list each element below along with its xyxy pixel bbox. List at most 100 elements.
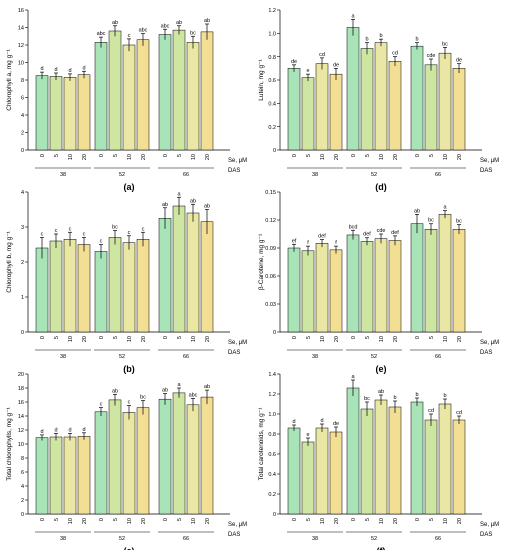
significance-letter: abc: [189, 393, 198, 399]
y-tick-label: 12: [18, 428, 24, 434]
significance-letter: f: [335, 240, 337, 246]
y-tick-label: 16: [18, 8, 24, 14]
y-tick-label: 0.09: [265, 246, 276, 252]
bar: [94, 42, 108, 151]
bar: [122, 412, 136, 515]
se-level-label: 20: [393, 154, 399, 160]
bar: [158, 218, 172, 333]
significance-letter: def: [318, 234, 326, 240]
significance-letter: a: [443, 205, 447, 211]
significance-letter: bc: [140, 395, 146, 401]
se-level-label: 20: [457, 154, 463, 160]
bar: [63, 436, 77, 515]
significance-letter: d: [54, 67, 57, 73]
significance-letter: ab: [190, 198, 196, 204]
bar: [122, 44, 136, 151]
significance-letter: a: [177, 382, 181, 388]
se-level-label: 0: [415, 518, 421, 521]
significance-letter: d: [320, 418, 323, 424]
bar: [301, 441, 315, 515]
y-tick-label: 8: [21, 78, 24, 84]
significance-letter: abc: [97, 31, 106, 37]
bar: [410, 223, 424, 333]
significance-letter: c: [69, 226, 72, 232]
se-level-label: 10: [68, 154, 74, 160]
bar: [374, 238, 388, 333]
panel-label: (e): [376, 364, 387, 374]
se-level-label: 0: [40, 336, 46, 339]
se-level-label: 20: [141, 154, 147, 160]
bar: [172, 205, 186, 333]
se-level-label: 10: [320, 518, 326, 524]
bar: [287, 427, 301, 515]
bar: [424, 229, 438, 333]
y-tick-label: 0.2: [268, 492, 276, 498]
das-group-label: 66: [435, 536, 441, 542]
y-tick-label: 10: [18, 61, 24, 67]
se-level-label: 5: [306, 518, 312, 521]
y-tick-label: 2: [21, 498, 24, 504]
se-level-label: 5: [429, 518, 435, 521]
significance-letter: b: [443, 393, 446, 399]
se-level-label: 0: [99, 336, 105, 339]
se-level-label: 20: [141, 518, 147, 524]
significance-letter: b: [365, 37, 368, 43]
se-level-label: 5: [429, 154, 435, 157]
se-level-label: 10: [68, 518, 74, 524]
significance-letter: c: [55, 228, 58, 234]
se-level-label: 10: [127, 154, 133, 160]
significance-letter: cd: [456, 410, 462, 416]
y-tick-label: 0: [273, 512, 276, 518]
bar: [287, 68, 301, 151]
y-tick-label: 1: [21, 295, 24, 301]
significance-letter: c: [41, 232, 44, 238]
significance-letter: d: [82, 427, 85, 433]
se-level-label: 0: [415, 336, 421, 339]
se-level-label: 20: [334, 518, 340, 524]
significance-letter: cd: [428, 408, 434, 414]
se-level-label: 5: [54, 154, 60, 157]
y-tick-label: 16: [18, 400, 24, 406]
significance-letter: c: [83, 232, 86, 238]
y-axis-title: β-Carotene, mg g⁻¹: [258, 233, 265, 290]
se-level-label: 10: [379, 336, 385, 342]
significance-letter: ab: [204, 18, 210, 24]
se-level-label: 5: [113, 518, 119, 521]
das-axis-label: DAS: [228, 168, 240, 174]
significance-letter: ab: [112, 20, 118, 26]
das-group-label: 66: [183, 354, 189, 360]
significance-letter: c: [100, 239, 103, 245]
panel-label: (d): [375, 182, 387, 192]
se-level-label: 5: [54, 518, 60, 521]
y-axis-title: Chlorophyll a, mg g⁻¹: [6, 48, 13, 110]
se-level-label: 0: [99, 518, 105, 521]
bar: [329, 431, 343, 515]
se-level-label: 20: [205, 154, 211, 160]
y-tick-label: 10: [18, 442, 24, 448]
se-level-label: 10: [379, 518, 385, 524]
y-tick-label: 12: [18, 43, 24, 49]
se-level-label: 5: [54, 336, 60, 339]
se-level-label: 20: [82, 518, 88, 524]
significance-letter: de: [333, 62, 339, 68]
se-level-label: 5: [113, 154, 119, 157]
bar: [200, 221, 214, 333]
das-group-label: 38: [60, 172, 66, 178]
panel-label: (c): [124, 546, 135, 550]
significance-letter: de: [291, 59, 297, 65]
y-tick-label: 18: [18, 386, 24, 392]
y-tick-label: 20: [18, 372, 24, 378]
significance-letter: e: [306, 432, 309, 438]
se-level-label: 0: [163, 154, 169, 157]
y-tick-label: 1.2: [268, 8, 276, 14]
significance-letter: bc: [428, 218, 434, 224]
chart-panel: 0 0.2 0.4 0.6 0.8 1.0 1.2 1.4 Total carotenoids,…: [258, 372, 499, 555]
bar: [77, 244, 91, 333]
bar: [438, 52, 452, 151]
significance-letter: bc: [442, 41, 448, 47]
das-group-label: 38: [312, 536, 318, 542]
se-level-label: 0: [351, 518, 357, 521]
y-axis-title: Chlorophyll b, mg g⁻¹: [6, 230, 13, 292]
significance-letter: bc: [190, 30, 196, 36]
